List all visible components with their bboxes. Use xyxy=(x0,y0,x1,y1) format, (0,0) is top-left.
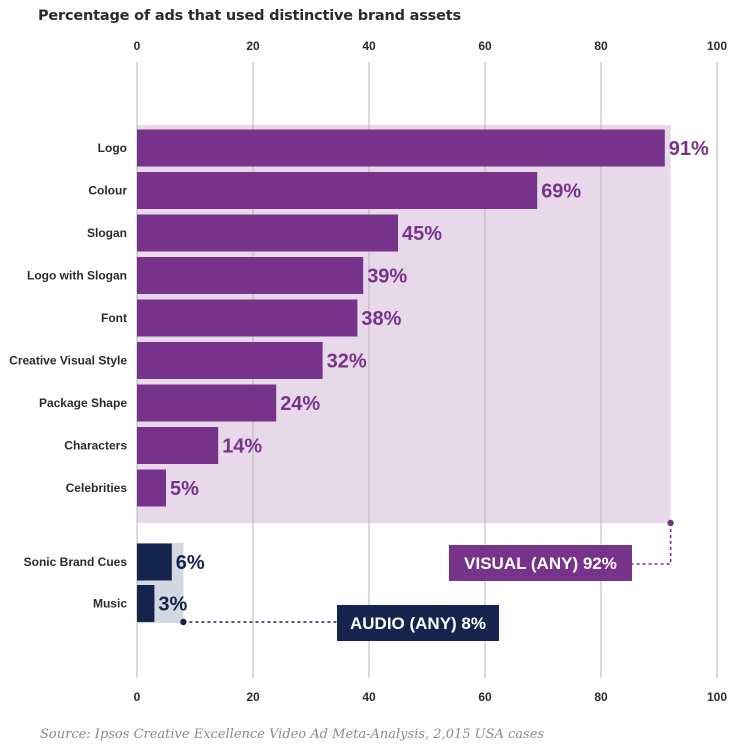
category-label: Music xyxy=(93,597,127,611)
bar-visual-8 xyxy=(137,469,166,507)
value-label: 6% xyxy=(176,552,205,574)
value-label: 91% xyxy=(669,138,709,160)
category-label: Colour xyxy=(88,184,127,198)
value-label: 24% xyxy=(280,393,320,415)
visual-any-connector xyxy=(632,523,672,565)
bar-visual-3 xyxy=(137,257,364,294)
category-label: Logo with Slogan xyxy=(27,269,127,283)
category-label: Celebrities xyxy=(66,481,128,495)
x-tick-bottom: 100 xyxy=(707,690,727,704)
audio-any-label: AUDIO (ANY) 8% xyxy=(350,614,486,633)
bars-layer xyxy=(137,129,665,622)
bar-visual-0 xyxy=(137,129,665,167)
bar-audio-0 xyxy=(137,543,172,581)
bar-audio-1 xyxy=(137,585,155,622)
value-label: 45% xyxy=(402,223,442,245)
visual-any-box xyxy=(449,545,632,581)
category-label: Characters xyxy=(64,439,127,453)
bar-visual-4 xyxy=(137,299,358,337)
x-tick-bottom: 40 xyxy=(362,690,376,704)
category-label: Package Shape xyxy=(39,396,127,410)
x-tick-top: 0 xyxy=(134,39,141,53)
x-tick-top: 20 xyxy=(246,39,260,53)
visual-any-label: VISUAL (ANY) 92% xyxy=(464,554,617,573)
x-tick-bottom: 20 xyxy=(246,690,260,704)
value-label: 3% xyxy=(158,594,187,616)
value-label: 32% xyxy=(327,351,367,373)
bar-visual-7 xyxy=(137,427,219,464)
category-label: Logo xyxy=(98,141,127,155)
bar-visual-1 xyxy=(137,172,538,209)
category-label: Font xyxy=(101,311,127,325)
value-label: 14% xyxy=(222,436,262,458)
category-label: Creative Visual Style xyxy=(9,354,127,368)
category-label: Slogan xyxy=(87,226,127,240)
value-label: 38% xyxy=(361,308,401,330)
labels-layer: Logo 91% Colour 69% Slogan 45% Logo with Sloga… xyxy=(9,39,727,704)
bar-visual-5 xyxy=(137,342,323,379)
x-tick-bottom: 80 xyxy=(594,690,608,704)
audio-any-box xyxy=(337,605,499,641)
value-label: 69% xyxy=(541,181,581,203)
x-tick-top: 40 xyxy=(362,39,376,53)
value-label: 39% xyxy=(367,266,407,288)
x-tick-bottom: 60 xyxy=(478,690,492,704)
x-tick-bottom: 0 xyxy=(134,690,141,704)
category-label: Sonic Brand Cues xyxy=(24,555,128,569)
x-tick-top: 80 xyxy=(594,39,608,53)
chart-title: Percentage of ads that used distinctive … xyxy=(38,8,461,24)
x-tick-top: 100 xyxy=(707,39,727,53)
chart-source: Source: Ipsos Creative Excellence Video … xyxy=(40,727,545,742)
x-tick-top: 60 xyxy=(478,39,492,53)
bar-visual-2 xyxy=(137,214,398,252)
value-label: 5% xyxy=(170,478,199,500)
bar-visual-6 xyxy=(137,384,277,422)
